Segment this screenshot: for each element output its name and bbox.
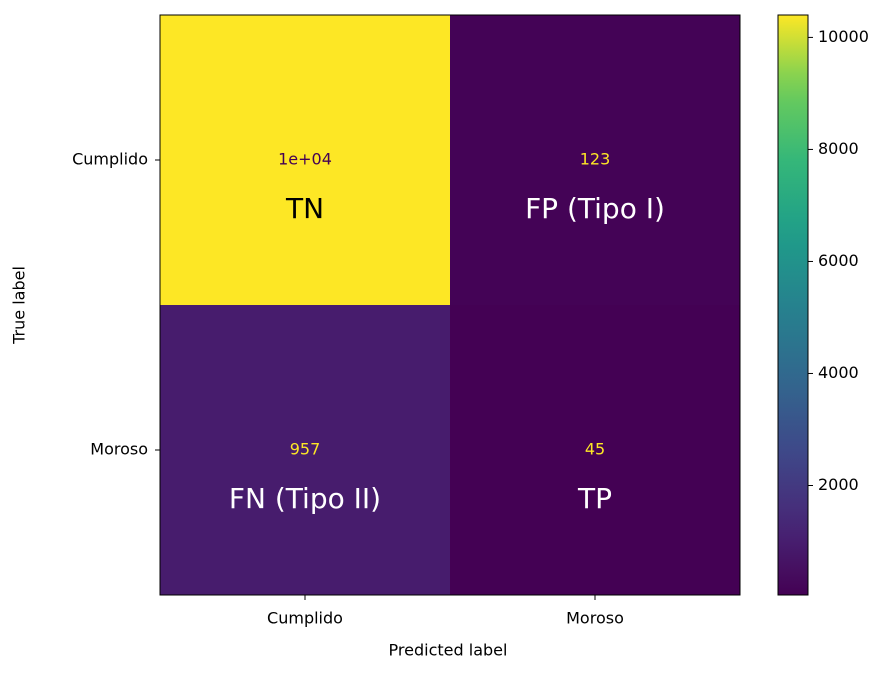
x-tick-label: Cumplido [267, 609, 343, 628]
cell-annotation: FP (Tipo I) [525, 192, 665, 225]
colorbar [777, 14, 809, 596]
colorbar-tick-label: 8000 [818, 139, 859, 158]
colorbar-tick-label: 6000 [818, 251, 859, 270]
cell-annotation: TP [577, 482, 612, 515]
matrix-frame [159, 14, 741, 596]
heatmap-cell [160, 305, 450, 595]
colorbar-tick-label: 2000 [818, 475, 859, 494]
cell-value-label: 1e+04 [278, 150, 332, 169]
colorbar-tick-label: 4000 [818, 363, 859, 382]
x-tick-label: Moroso [566, 609, 624, 628]
y-axis-label: True label [10, 266, 29, 345]
cell-value-label: 957 [290, 440, 321, 459]
colorbar-tick-label: 10000 [818, 27, 869, 46]
heatmap-cell [160, 15, 450, 305]
heatmap-cell [450, 305, 740, 595]
cell-annotation: TN [285, 192, 324, 225]
cell-value-label: 45 [585, 440, 605, 459]
y-tick-label: Moroso [90, 440, 148, 459]
cell-value-label: 123 [580, 150, 611, 169]
heatmap-cell [450, 15, 740, 305]
cell-annotation: FN (Tipo II) [229, 482, 381, 515]
x-axis-label: Predicted label [389, 641, 508, 660]
y-tick-label: Cumplido [72, 150, 148, 169]
